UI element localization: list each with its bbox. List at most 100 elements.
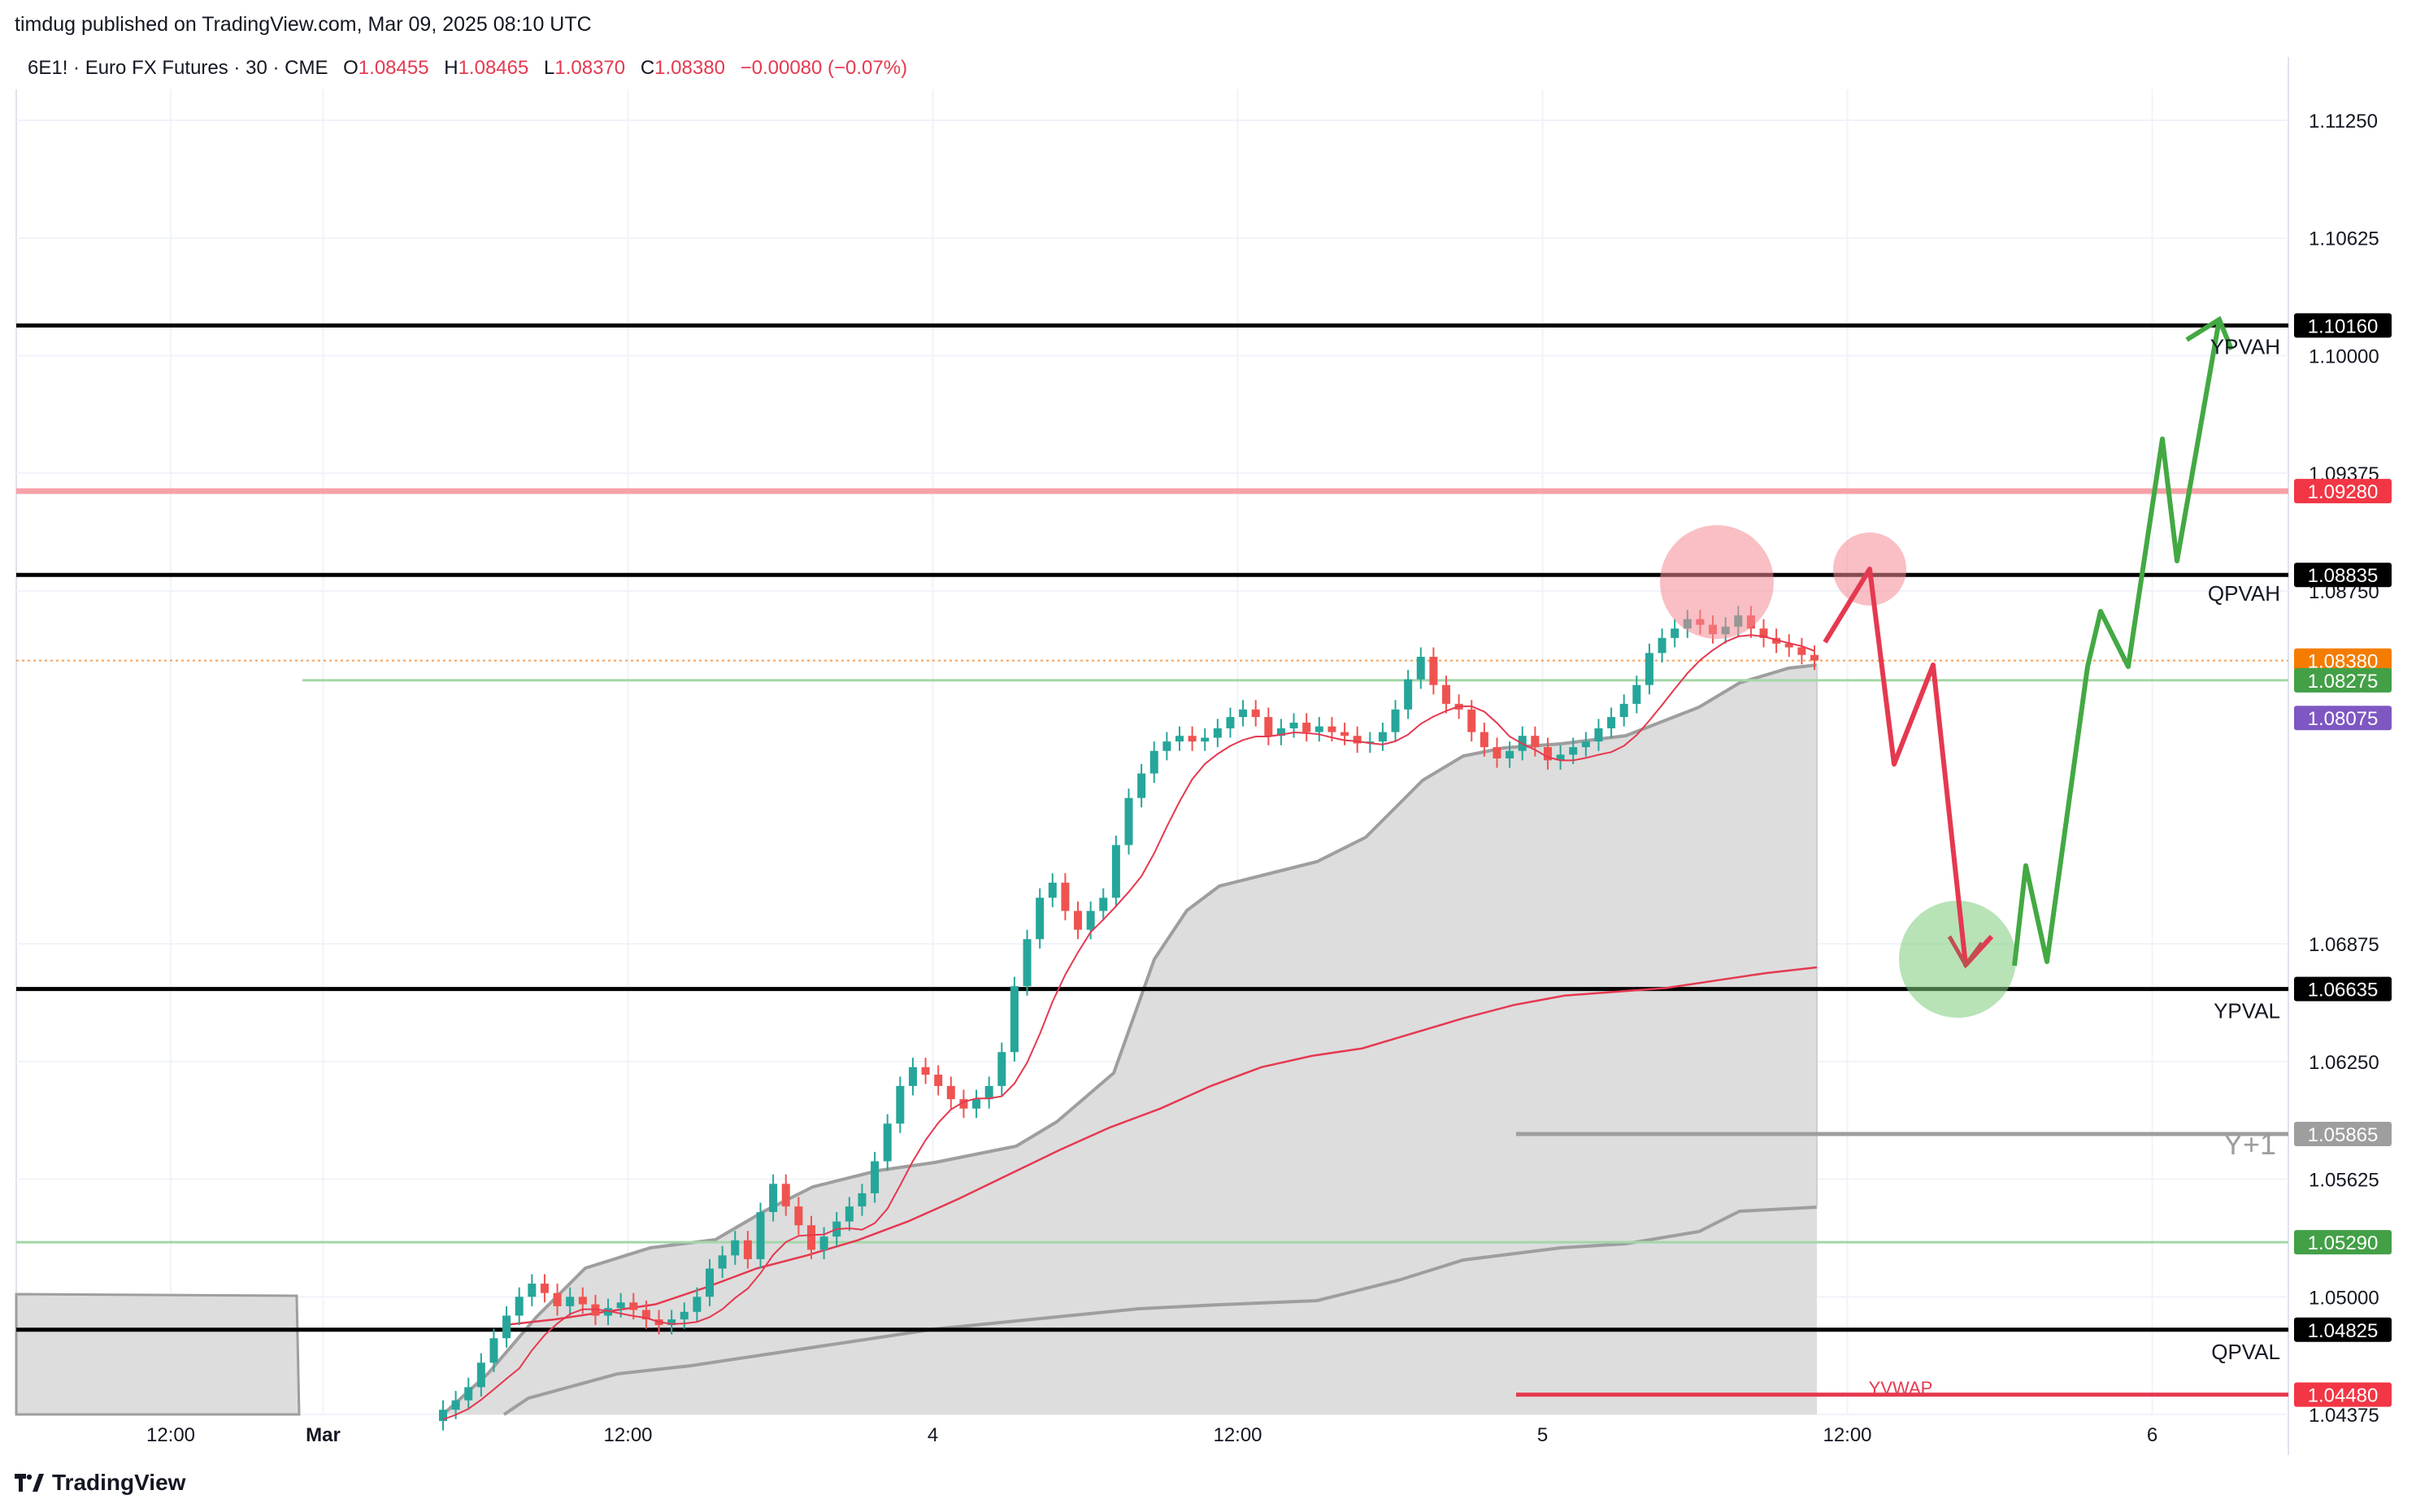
candle-body	[451, 1400, 460, 1410]
low-value: 1.08370	[554, 57, 626, 79]
x-tick-label: 4	[928, 1424, 938, 1446]
candle-body	[718, 1255, 727, 1269]
candle-body	[1759, 628, 1768, 638]
price-tag	[2294, 706, 2392, 731]
candle-body	[946, 1085, 955, 1100]
candle-body	[1594, 728, 1603, 742]
prior-band	[15, 1293, 301, 1416]
price-tag	[2294, 1317, 2392, 1342]
candle-body	[934, 1075, 943, 1086]
candle-body	[1099, 897, 1108, 911]
candle-body	[1531, 736, 1540, 748]
candle-body	[1239, 709, 1248, 718]
candle-body	[1251, 709, 1260, 718]
price-tag-label: 1.10160	[2308, 315, 2379, 337]
price-tag	[2294, 563, 2392, 588]
projected-path-green	[2012, 319, 2222, 967]
candle-body	[540, 1284, 549, 1293]
price-tag	[2294, 667, 2392, 693]
candle-body	[921, 1067, 930, 1075]
price-tag-label: 1.06635	[2308, 980, 2379, 1001]
high-label: H	[444, 57, 458, 79]
price-tag-label: 1.09280	[2308, 481, 2379, 503]
candle-body	[1074, 910, 1083, 930]
candle-body	[1416, 656, 1425, 680]
candle-body	[464, 1387, 473, 1401]
candle-body	[1048, 882, 1057, 898]
candle-body	[629, 1302, 638, 1310]
candle-body	[1111, 845, 1120, 898]
candle-body	[1289, 723, 1298, 728]
candle-body	[1162, 741, 1171, 751]
price-tag	[2294, 648, 2392, 673]
publisher-text: timdug published on TradingView.com, Mar…	[15, 13, 592, 36]
candle-body	[1442, 684, 1451, 704]
candle-body	[984, 1085, 993, 1100]
cumulative-vwap-line	[503, 966, 1818, 1327]
rejection-zone-circle	[1660, 525, 1774, 639]
price-tag	[2294, 313, 2392, 338]
candle-body	[641, 1310, 650, 1320]
session-vwap-line	[442, 634, 1815, 1421]
candle-body	[883, 1123, 892, 1162]
candle-body	[806, 1225, 815, 1250]
candle-body	[616, 1302, 625, 1309]
price-tag-label: 1.05290	[2308, 1232, 2379, 1254]
candle-body	[781, 1184, 790, 1207]
y-plus-1-label: Y+1	[2223, 1127, 2276, 1161]
candle-body	[1772, 637, 1781, 644]
projected-path-red-arrowhead	[1947, 935, 1984, 969]
candle-body	[1467, 709, 1476, 732]
candle-body	[959, 1099, 968, 1109]
candle-body	[1086, 910, 1095, 930]
level-name-label: QPVAH	[2208, 581, 2280, 606]
price-tag-label: 1.08275	[2308, 671, 2379, 693]
projected-path-green-arrowhead	[2185, 315, 2234, 351]
candle-body	[1429, 656, 1438, 685]
price-tag-label: 1.08835	[2308, 565, 2379, 587]
candle-body	[1480, 732, 1488, 748]
y-tick-label: 1.10625	[2309, 228, 2379, 250]
volume-band-fill	[443, 665, 1817, 1414]
target-low-circle	[1899, 901, 2016, 1018]
candle-body	[1137, 773, 1146, 798]
x-tick-label: 12:00	[1823, 1424, 1871, 1446]
candle-body	[1581, 741, 1590, 748]
open-value: 1.08455	[358, 57, 429, 79]
price-tag	[2294, 1121, 2392, 1146]
candle-body	[756, 1212, 765, 1259]
candle-body	[1784, 643, 1793, 648]
candle-body	[667, 1319, 676, 1326]
candle-body	[1658, 637, 1666, 654]
candle-body	[1632, 684, 1641, 704]
candle-body	[1226, 717, 1235, 728]
candle-body	[693, 1297, 702, 1312]
candle-body	[1061, 882, 1070, 911]
tradingview-footer[interactable]: TradingView	[15, 1470, 185, 1496]
candle-body	[553, 1293, 562, 1306]
candle-body	[1645, 653, 1653, 685]
x-tick-label: 12:00	[603, 1424, 652, 1446]
y-tick-label: 1.10000	[2309, 345, 2379, 367]
level-name-label: YPVAH	[2210, 334, 2280, 358]
price-tag-label: 1.04480	[2308, 1385, 2379, 1407]
candle-body	[1036, 897, 1045, 940]
y-tick-label: 1.11250	[2309, 111, 2378, 133]
price-tag	[2294, 1230, 2392, 1255]
candle-body	[1391, 709, 1400, 732]
candle-body	[1276, 728, 1285, 736]
y-tick-label: 1.05625	[2309, 1170, 2379, 1192]
candle-body	[908, 1067, 917, 1086]
level-name-label: QPVAL	[2211, 1340, 2280, 1364]
price-tag	[2294, 976, 2392, 1001]
x-tick-label: Mar	[306, 1424, 341, 1446]
candle-body	[489, 1338, 498, 1363]
candle-body	[476, 1362, 485, 1388]
x-tick-label: 12:00	[1213, 1424, 1262, 1446]
candle-body	[731, 1240, 740, 1256]
candle-body	[1543, 747, 1552, 761]
candle-body	[972, 1099, 981, 1109]
candle-body	[1302, 723, 1311, 732]
footer-brand: TradingView	[52, 1470, 186, 1495]
